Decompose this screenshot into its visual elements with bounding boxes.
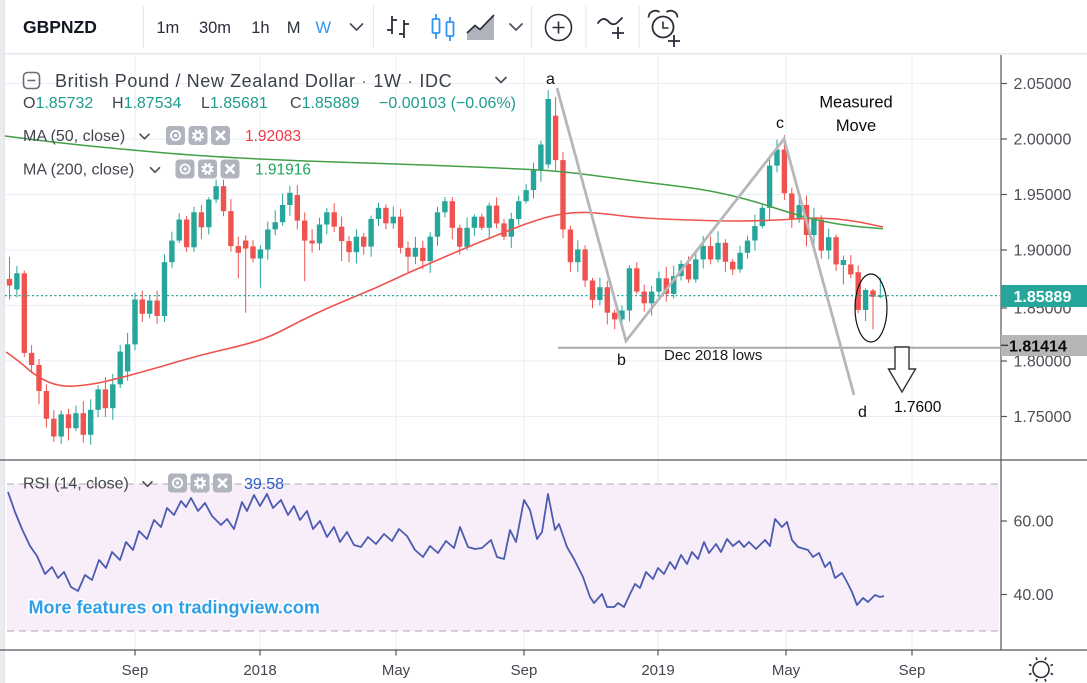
svg-text:1.91916: 1.91916 (255, 162, 311, 179)
svg-text:1.75000: 1.75000 (1014, 409, 1072, 426)
svg-text:MA (50, close): MA (50, close) (23, 128, 125, 145)
svg-text:RSI (14, close): RSI (14, close) (23, 476, 129, 493)
svg-text:May: May (772, 662, 801, 679)
svg-text:2.05000: 2.05000 (1014, 76, 1072, 93)
svg-text:60.00: 60.00 (1014, 514, 1054, 531)
svg-text:Sep: Sep (511, 662, 538, 679)
svg-text:40.00: 40.00 (1014, 587, 1054, 604)
svg-text:Sep: Sep (122, 662, 149, 679)
svg-text:d: d (858, 404, 867, 421)
svg-text:30m: 30m (199, 19, 231, 37)
svg-text:c: c (776, 115, 784, 132)
svg-text:2019: 2019 (641, 662, 674, 679)
svg-text:a: a (546, 71, 555, 88)
svg-text:MA (200, close): MA (200, close) (23, 162, 134, 179)
svg-text:1.81414: 1.81414 (1009, 338, 1067, 355)
svg-text:1.95000: 1.95000 (1014, 187, 1072, 204)
svg-text:May: May (382, 662, 411, 679)
svg-text:1.85889: 1.85889 (1014, 289, 1072, 306)
svg-text:Dec 2018 lows: Dec 2018 lows (664, 347, 762, 364)
svg-text:2.00000: 2.00000 (1014, 132, 1072, 149)
svg-text:British Pound / New Zealand Do: British Pound / New Zealand Dollar · 1W … (55, 71, 452, 91)
svg-text:Measured: Measured (819, 94, 892, 112)
svg-text:GBPNZD: GBPNZD (23, 17, 97, 37)
svg-text:1.92083: 1.92083 (245, 128, 301, 145)
svg-text:More features on tradingview.c: More features on tradingview.com (29, 598, 320, 618)
svg-text:Sep: Sep (899, 662, 926, 679)
svg-text:W: W (316, 19, 332, 37)
svg-text:1m: 1m (156, 19, 179, 37)
svg-text:2018: 2018 (243, 662, 276, 679)
svg-text:1.90000: 1.90000 (1014, 243, 1072, 260)
svg-text:39.58: 39.58 (244, 476, 284, 493)
svg-text:Move: Move (836, 117, 876, 135)
svg-text:b: b (617, 352, 626, 369)
svg-text:1h: 1h (251, 19, 269, 37)
svg-text:1.80000: 1.80000 (1014, 354, 1072, 371)
svg-text:1.7600: 1.7600 (894, 399, 942, 416)
svg-text:M: M (287, 19, 301, 37)
